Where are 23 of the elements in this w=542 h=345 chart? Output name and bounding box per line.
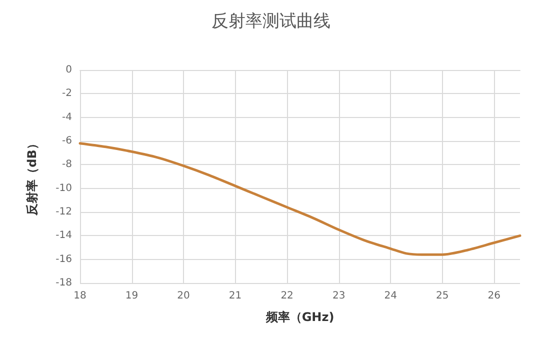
chart-title: 反射率测试曲线 (212, 12, 330, 32)
x-tick-label: 24 (384, 290, 397, 302)
y-tick-label: -4 (62, 112, 72, 123)
x-tick-label: 18 (74, 290, 86, 302)
y-tick-label: -12 (56, 206, 72, 218)
x-axis-title: 频率（GHz) (264, 310, 334, 324)
y-tick-label: -2 (62, 88, 72, 100)
x-tick-label: 19 (125, 290, 138, 302)
y-axis-title: 反射率（dB） (25, 138, 39, 216)
y-tick-label: -16 (56, 254, 72, 265)
y-tick-label: -14 (56, 230, 72, 242)
x-tick-label: 23 (332, 290, 346, 302)
x-tick-label: 21 (228, 290, 242, 302)
x-tick-label: 26 (488, 290, 500, 302)
x-tick-label: 22 (280, 290, 294, 302)
line-series (78, 142, 522, 256)
x-tick-label: 20 (177, 290, 190, 302)
y-tick-label: 0 (66, 64, 72, 76)
y-tick-label: -10 (56, 182, 72, 194)
y-tick-label: -8 (62, 159, 72, 170)
y-tick-label: -18 (56, 278, 72, 288)
x-tick-label: 25 (436, 290, 449, 302)
y-tick-label: -6 (62, 136, 72, 146)
